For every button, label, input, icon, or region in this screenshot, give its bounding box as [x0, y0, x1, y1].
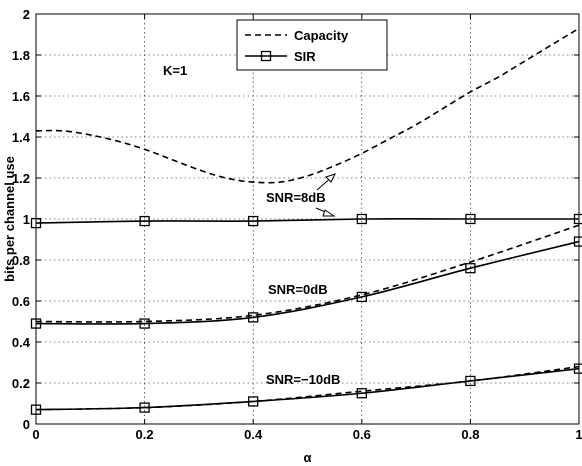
y-tick-label: 1.2 [12, 171, 30, 186]
y-tick-label: 0.4 [12, 335, 31, 350]
arrow-to-sir-head [322, 209, 336, 217]
sir-marker [139, 318, 150, 329]
y-tick-label: 0.6 [12, 294, 30, 309]
x-tick-label: 0.6 [353, 427, 371, 442]
x-tick-label: 1 [575, 427, 582, 442]
y-tick-label: 0 [23, 417, 30, 432]
annotation-snr-8db: SNR=8dB [266, 190, 326, 205]
y-axis-label: bits per channel use [2, 156, 17, 282]
sir-line [35, 240, 580, 325]
legend-capacity-label: Capacity [294, 28, 349, 43]
arrow-to-capacity-head [325, 173, 336, 183]
sir-marker [248, 396, 259, 407]
x-tick-label: 0.4 [244, 427, 263, 442]
sir-line [35, 367, 580, 411]
sir-marker [356, 388, 367, 399]
x-tick-label: 0 [32, 427, 39, 442]
y-tick-label: 0.2 [12, 376, 30, 391]
series-capacity-snr-0db [35, 224, 580, 323]
grid [36, 14, 579, 424]
y-tick-label: 0.8 [12, 253, 30, 268]
series-capacity-snr-8db [35, 27, 580, 184]
sir-line [35, 218, 579, 224]
annotation-snr-minus10db: SNR=−10dB [266, 372, 340, 387]
sir-marker [465, 213, 476, 225]
sir-marker [248, 215, 259, 227]
annotation-snr-0db: SNR=0dB [268, 282, 328, 297]
y-tick-label: 1.6 [12, 89, 30, 104]
annotation-k: K=1 [163, 63, 187, 78]
x-tick-label: 0.2 [136, 427, 154, 442]
sir-marker [139, 402, 150, 413]
legend: Capacity SIR [236, 19, 388, 71]
series-sir-snr-10db [30, 363, 582, 415]
legend-sir-marker [260, 50, 272, 62]
sir-marker [356, 213, 367, 225]
y-tick-label: 1.4 [12, 130, 31, 145]
capacity-line [35, 365, 580, 411]
sir-marker [356, 291, 367, 303]
series-layer [30, 27, 582, 415]
y-tick-label: 1.8 [12, 48, 30, 63]
axis-ticks: 0 0.2 0.4 0.6 0.8 1 0 0.2 0.4 0.6 0.8 1 1.2 1.4 1.6 1.8… [12, 7, 582, 442]
y-tick-label: 1 [23, 212, 30, 227]
capacity-line [35, 224, 580, 323]
sir-marker [139, 215, 150, 227]
x-axis-label: α [304, 450, 312, 465]
y-tick-label: 2 [23, 7, 30, 22]
sir-marker [248, 312, 259, 323]
sir-marker [465, 375, 476, 387]
series-sir-snr-8db [30, 213, 582, 229]
series-capacity-snr-10db [35, 365, 580, 411]
capacity-line [35, 27, 580, 184]
sir-marker [465, 263, 476, 274]
legend-sir-label: SIR [294, 49, 316, 64]
legend-box [236, 19, 388, 71]
x-tick-label: 0.8 [461, 427, 479, 442]
